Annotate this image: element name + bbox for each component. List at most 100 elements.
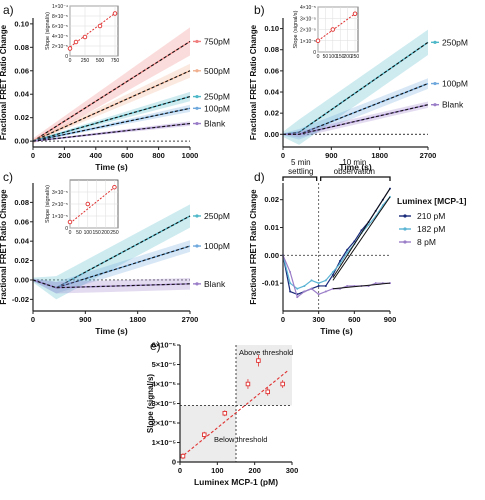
series-point	[374, 282, 377, 285]
inset-x-tick-label: 100	[84, 230, 93, 236]
inset-y-tick-label: 2×10⁻⁵	[300, 28, 316, 34]
legend-label: 8 pM	[417, 237, 436, 247]
observation-bracket	[320, 176, 391, 181]
series-band	[33, 27, 190, 144]
x-tick-label: 0	[281, 151, 285, 160]
inset-fit-line	[69, 10, 119, 48]
inset-x-tick-label: 50	[76, 230, 82, 236]
inset-x-tick-label: 150	[336, 54, 345, 60]
legend-label: Blank	[204, 279, 226, 289]
x-tick-label: 600	[348, 315, 361, 324]
legend-marker	[195, 39, 199, 44]
inset-y-tick-label: 0	[313, 50, 316, 56]
series-Blank: Blank	[32, 278, 226, 294]
y-tick-label: 0.00	[264, 251, 279, 260]
y-tick-label: 0.00	[14, 275, 29, 284]
data-point	[256, 358, 261, 363]
fit-line	[332, 196, 391, 281]
inset-point	[315, 38, 321, 44]
y-axis-title: Fractional FRET Ratio Change	[0, 24, 8, 140]
inset-y-title: Slope (signal/s)	[45, 12, 51, 50]
legend-label: 100pM	[442, 79, 468, 89]
series-point	[367, 223, 370, 226]
series-point	[289, 282, 292, 285]
y-tick-label: 0.08	[14, 43, 29, 52]
legend-marker	[195, 69, 199, 73]
series-point	[346, 248, 349, 251]
series-point	[339, 262, 342, 265]
x-tick-label: 0	[178, 466, 182, 475]
inset-point	[85, 201, 91, 207]
x-tick-label: 2700	[182, 315, 199, 324]
x-tick-label: 600	[121, 151, 134, 160]
y-tick-label: 5×10⁻⁵	[152, 360, 177, 369]
series-point	[289, 271, 292, 274]
y-tick-label: -0.02	[12, 295, 29, 304]
fit-line	[283, 104, 429, 135]
legend-marker	[433, 103, 437, 107]
legend-marker	[403, 227, 407, 231]
inset-x-tick-label: 250	[110, 230, 119, 236]
y-tick-label: -0.01	[262, 279, 279, 288]
legend-title: Luminex [MCP-1]	[397, 196, 467, 206]
inset-y-tick-label: 1×10⁻⁵	[300, 39, 316, 45]
fit-line	[32, 245, 191, 289]
series-250pM: 250pM	[32, 92, 230, 143]
y-tick-label: 0.06	[14, 66, 29, 75]
x-tick-label: 800	[152, 151, 165, 160]
series-band	[33, 240, 190, 294]
data-point	[202, 432, 207, 437]
inset-x-tick-label: 750	[111, 58, 120, 64]
inset-point	[73, 39, 79, 45]
legend-marker	[195, 214, 199, 218]
data-point	[180, 453, 186, 459]
y-tick-label: 1×10⁻⁵	[152, 438, 177, 447]
panel-d): d) 0 300 600 900 -0.01 0.00 0.01 0.02 Time (s) Fra…	[249, 158, 467, 336]
x-tick-label: 300	[312, 315, 325, 324]
inset-y-tick-label: 6×10⁻⁵	[52, 24, 68, 30]
series-band	[283, 78, 428, 140]
inset-point	[112, 11, 118, 16]
x-tick-label: 900	[325, 151, 338, 160]
inset-y-tick-label: 0	[65, 226, 68, 232]
x-tick-label: 1800	[129, 315, 146, 324]
y-axis-title: Fractional FRET Ratio Change	[249, 24, 258, 140]
annotation-settling: settling	[288, 167, 313, 176]
y-tick-label: 0.02	[264, 195, 279, 204]
panel-label: c)	[3, 170, 13, 184]
x-axis-title: Luminex MCP-1 (pM)	[194, 477, 278, 487]
y-tick-label: 0.06	[264, 66, 279, 75]
inset-point	[82, 34, 88, 40]
below-threshold-label: Below threshold	[214, 435, 267, 444]
series-point	[310, 287, 313, 290]
y-tick-label: 0.02	[264, 109, 279, 118]
x-tick-label: 900	[79, 315, 92, 324]
inset-b): 01×10⁻⁵2×10⁻⁵3×10⁻⁵4×10⁻⁵0 50 100 150 200 250…	[293, 5, 359, 60]
inset-x-tick-label: 200	[101, 230, 110, 236]
legend-label: 250pM	[204, 211, 230, 221]
y-tick-label: 2×10⁻⁵	[152, 419, 177, 428]
x-tick-label: 100	[211, 466, 224, 475]
panel-label: b)	[254, 3, 265, 17]
legend-marker	[403, 214, 407, 218]
y-tick-label: 0.08	[14, 198, 29, 207]
inset-point	[67, 46, 73, 51]
inset-x-tick-label: 250	[351, 54, 360, 60]
series-500pM: 500pM	[32, 63, 230, 143]
legend-label: 182 pM	[417, 224, 445, 234]
inset-fit-line	[317, 12, 357, 42]
fit-line	[32, 215, 191, 289]
y-tick-label: 0.04	[14, 90, 29, 99]
x-tick-label: 1000	[182, 151, 199, 160]
x-tick-label: 0	[281, 315, 285, 324]
series-point	[296, 296, 299, 299]
series-Blank: Blank	[32, 119, 226, 142]
inset-point	[330, 27, 336, 32]
inset-y-tick-label: 2×10⁻⁵	[52, 44, 68, 50]
x-tick-label: 900	[384, 315, 397, 324]
series-point	[289, 290, 292, 293]
inset-point	[352, 11, 358, 16]
y-tick-label: 0.08	[264, 45, 279, 54]
inset-x-tick-label: 500	[96, 58, 105, 64]
